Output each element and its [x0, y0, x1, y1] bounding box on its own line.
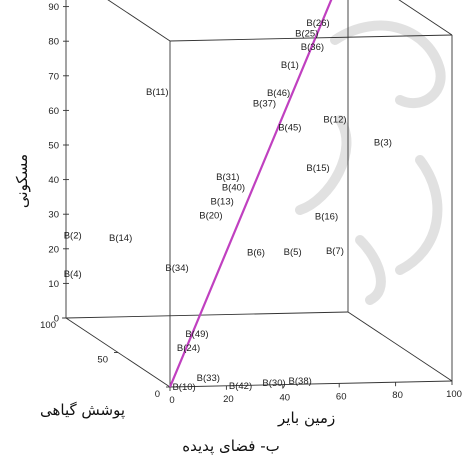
box-edge [347, 311, 453, 382]
y-tick-label: 60 [48, 106, 59, 117]
y-tick-label: 70 [48, 71, 59, 82]
y-tick-label: 0 [54, 314, 59, 325]
point-label: B(42) [229, 381, 252, 392]
y-tick-label: 80 [48, 37, 59, 48]
x-tick-label: 100 [446, 389, 462, 400]
point-label: B(20) [199, 210, 222, 221]
y-axis-title: مسکونی [13, 153, 31, 209]
point-label: B(37) [253, 99, 276, 110]
x-tick-label: 20 [223, 394, 234, 405]
point-label: B(31) [216, 172, 239, 183]
y-tick-label: 30 [48, 210, 59, 221]
x-tick-label: 80 [392, 390, 403, 401]
point-label: B(38) [289, 376, 312, 387]
point-label: B(36) [301, 42, 324, 53]
point-label: B(3) [374, 138, 392, 149]
point-label: B(2) [64, 231, 82, 242]
point-label: B(10) [172, 382, 195, 393]
point-label: B(34) [165, 263, 188, 274]
point-labels: B(28)B(26)B(25)B(36)B(1)B(11)B(46)B(37)B… [64, 18, 392, 393]
point-label: B(46) [267, 88, 290, 99]
plot-box [65, 0, 453, 388]
z-tick-label: 50 [97, 355, 108, 366]
axis-ticks: 0102030405060708090100020406080100050100 [40, 2, 462, 406]
point-label: B(7) [326, 246, 344, 257]
point-label: B(45) [278, 122, 301, 133]
point-label: B(4) [64, 269, 82, 280]
point-label: B(49) [185, 329, 208, 340]
point-label: B(33) [197, 373, 220, 384]
figure-caption: ب- فضای پدیده [182, 437, 280, 455]
x-tick-label: 60 [336, 391, 347, 402]
y-tick-label: 50 [48, 141, 59, 152]
point-label: B(13) [211, 196, 234, 207]
point-label: B(15) [306, 163, 329, 174]
x-tick-label: 40 [280, 393, 291, 404]
z-tick-label: 100 [40, 320, 56, 331]
box-edge [65, 311, 349, 319]
y-tick-label: 40 [48, 175, 59, 186]
point-label: B(26) [306, 18, 329, 29]
y-tick-label: 10 [48, 279, 59, 290]
point-label: B(30) [262, 378, 285, 389]
box-edge [398, 0, 453, 36]
z-tick-label: 0 [155, 389, 160, 400]
point-label: B(24) [177, 343, 200, 354]
box-edge [169, 34, 453, 42]
point-label: B(16) [315, 211, 338, 222]
point-label: B(1) [281, 60, 299, 71]
point-label: B(5) [284, 247, 302, 258]
point-label: B(25) [295, 29, 318, 40]
point-label: B(11) [146, 87, 169, 98]
trend-line [168, 0, 333, 388]
y-tick-label: 20 [48, 244, 59, 255]
point-label: B(40) [222, 182, 245, 193]
point-label: B(12) [323, 114, 346, 125]
trend-line-segment [168, 0, 333, 388]
y-tick-label: 90 [48, 2, 59, 13]
x-axis-title: زمین بایر [278, 409, 336, 427]
point-label: B(6) [247, 248, 265, 259]
x-tick-label: 0 [169, 395, 174, 406]
box-edge [169, 380, 453, 388]
z-axis-title: پوشش گیاهی [40, 401, 126, 419]
point-label: B(14) [109, 233, 132, 244]
box-edge [107, 0, 171, 42]
